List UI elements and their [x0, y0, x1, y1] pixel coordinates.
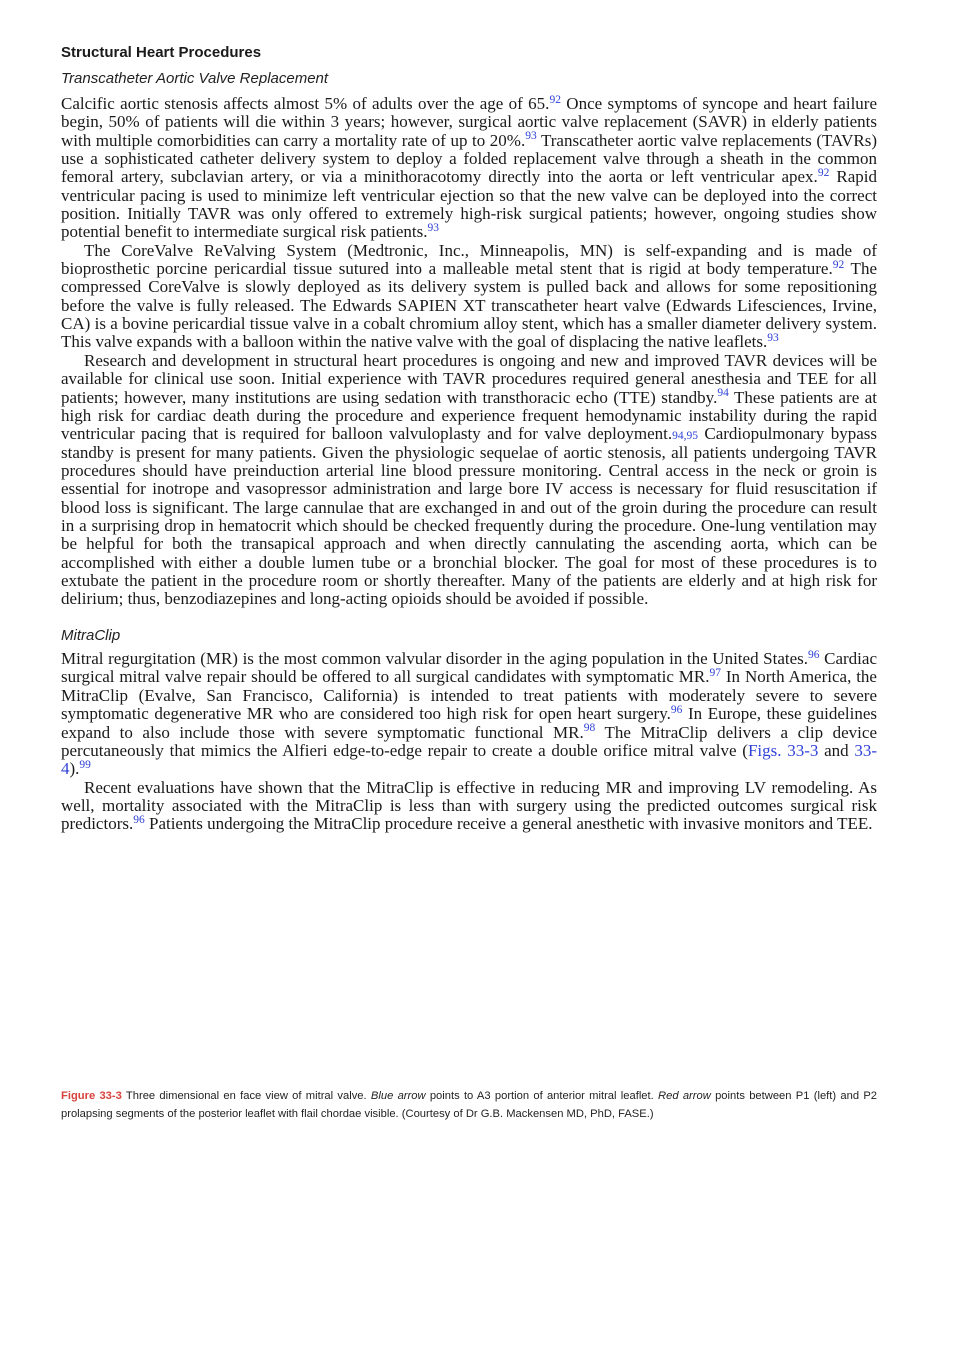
paragraph: The CoreValve ReValving System (Medtroni… [61, 240, 877, 352]
caption-text: points to A3 portion of anterior mitral … [425, 1090, 659, 1102]
caption-text: points between P1 (left) and P2 prolapsi… [61, 1090, 878, 1120]
body-text: ). [69, 759, 80, 779]
citation-reference-link[interactable]: 96 [670, 703, 683, 716]
section-title-mitraclip: MitraClip [61, 626, 121, 644]
citation-reference-link[interactable]: 92 [832, 258, 845, 271]
body-text: and [818, 740, 855, 760]
citation-reference-link[interactable]: 96 [133, 813, 145, 826]
body-text: Cardiac surgical mitral valve repair sho… [61, 649, 877, 687]
figure-reference-link[interactable]: Figs. 33-3 [747, 740, 819, 760]
section-mitraclip: MitraClip Mitral regurgitation (MR) is t… [61, 627, 877, 834]
body-text: The CoreValve ReValving System (Medtroni… [61, 240, 877, 279]
citation-reference-link[interactable]: 97 [709, 666, 722, 679]
citation-reference-link[interactable]: 93 [767, 331, 779, 344]
section-tavr: Transcatheter Aortic Valve Replacement C… [61, 70, 877, 609]
body-text: In North America, the MitraClip (Evalve,… [61, 667, 877, 724]
body-text: Cardiopulmonary bypass standby is presen… [61, 424, 877, 609]
paragraph: Calcific aortic stenosis affects almost … [61, 93, 878, 242]
citation-reference-link[interactable]: 92 [549, 93, 561, 106]
body-text: Rapid ventricular pacing is used to mini… [61, 167, 878, 242]
body-text: The compressed CoreValve is slowly deplo… [61, 259, 877, 352]
body-text: Recent evaluations have shown that the M… [61, 777, 877, 834]
figure-caption: Figure 33-3 Three dimensional en face vi… [61, 1087, 877, 1123]
body-text: Transcatheter aortic valve replacements … [61, 130, 877, 187]
citation-reference-link[interactable]: 92 [817, 166, 830, 179]
citation-reference-link[interactable]: 99 [79, 758, 91, 771]
body-text: These patients are at high risk for card… [61, 387, 878, 444]
body-text: Research and development in structural h… [61, 350, 877, 407]
section-title-tavr: Transcatheter Aortic Valve Replacement [61, 70, 329, 87]
figure-label: Figure 33-3 [61, 1090, 122, 1102]
body-text: The MitraClip delivers a clip device per… [61, 722, 877, 760]
paragraph: Research and development in structural h… [61, 350, 878, 609]
citation-reference-link[interactable]: 98 [583, 722, 596, 734]
body-text: Patients undergoing the MitraClip proced… [144, 814, 873, 834]
body-text: Once symptoms of syncope and heart failu… [61, 94, 877, 150]
section-body-mitraclip: Mitral regurgitation (MR) is the most co… [61, 648, 878, 834]
page-heading: Structural Heart Procedures [61, 44, 262, 61]
caption-emphasis: Red arrow [658, 1090, 711, 1102]
citation-reference-link[interactable]: 93 [525, 130, 537, 143]
body-text: Mitral regurgitation (MR) is the most co… [61, 649, 809, 669]
figure-reference-link[interactable]: 33-4 [61, 740, 877, 779]
citation-reference-link[interactable]: 94 [717, 387, 729, 399]
body-text: In Europe, these guidelines expand to al… [61, 704, 878, 742]
citation-reference-link[interactable]: 96 [808, 648, 820, 661]
caption-emphasis: Blue arrow [370, 1090, 426, 1102]
body-text: Calcific aortic stenosis affects almost … [61, 94, 550, 113]
paragraph: Mitral regurgitation (MR) is the most co… [61, 648, 878, 779]
paragraph: Recent evaluations have shown that the M… [61, 777, 877, 834]
caption-text: Three dimensional en face view of mitral… [121, 1090, 371, 1102]
citation-reference-link[interactable]: 93 [427, 221, 440, 234]
citation-reference-link[interactable]: 94,95 [672, 430, 698, 443]
text-column: Structural Heart Procedures Transcathete… [61, 44, 877, 834]
section-body-tavr: Calcific aortic stenosis affects almost … [61, 93, 878, 609]
